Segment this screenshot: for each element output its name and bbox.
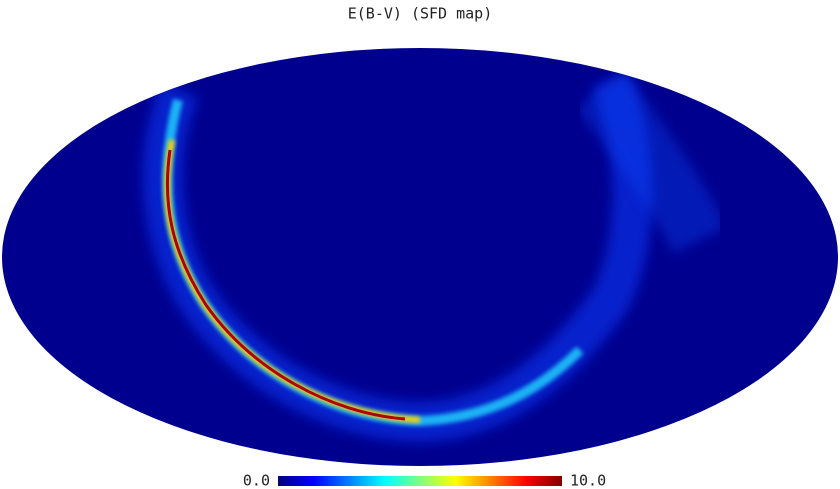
diffuse-dust: [576, 71, 727, 254]
colorbar-tick-label: 0.0: [243, 472, 270, 489]
dust-lane-core: [165, 149, 406, 421]
colorbar: [278, 476, 562, 486]
chart-title: E(B-V) (SFD map): [348, 5, 493, 23]
dust-features: [142, 71, 727, 443]
colorbar-tick-label: 10.0: [570, 472, 606, 489]
